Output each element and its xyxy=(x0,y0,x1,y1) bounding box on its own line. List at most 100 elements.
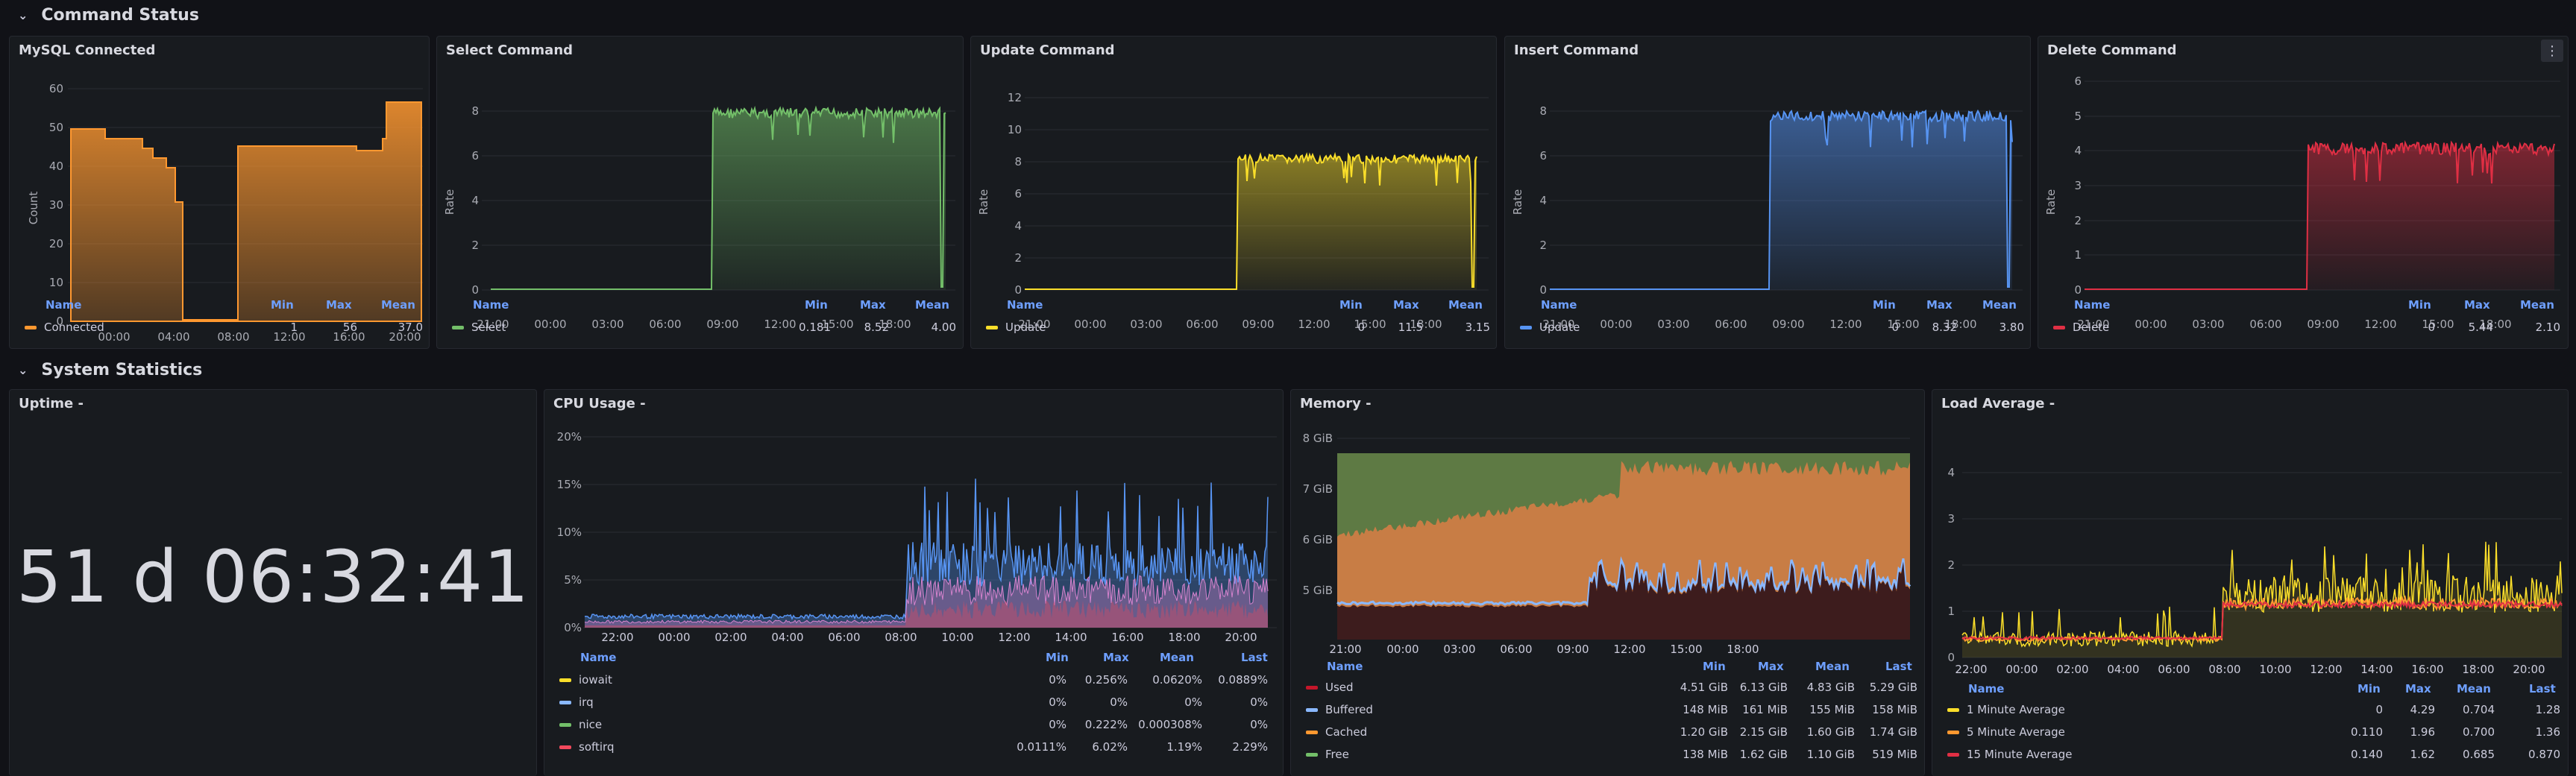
legend-max: 1.62 xyxy=(2410,748,2435,761)
cpu-chart[interactable]: 20% 15% 10% 5% 0% xyxy=(544,390,1284,636)
y-axis-label: Rate xyxy=(2044,189,2058,215)
x-tick: 06:00 xyxy=(649,318,681,331)
update-chart[interactable]: 12 10 8 6 4 2 0 Rate 21:00 00:00 03:00 0… xyxy=(971,37,1498,350)
legend-mean: 0.0620% xyxy=(1152,673,1202,687)
panel-insert-command: Insert Command 8 6 4 2 0 Rate 21:00 00:0… xyxy=(1504,36,2031,349)
legend-name: 5 Minute Average xyxy=(1967,725,2065,739)
y-tick: 6 xyxy=(2074,75,2082,88)
x-tick: 04:00 xyxy=(157,330,189,344)
legend-item[interactable]: Used xyxy=(1306,681,1354,694)
legend-swatch xyxy=(452,326,464,329)
row-header-system-statistics[interactable]: ⌄ System Statistics xyxy=(0,355,202,385)
x-tick: 08:00 xyxy=(217,330,249,344)
legend-header-name: Name xyxy=(1327,660,1363,673)
delete-chart[interactable]: 6 5 4 3 2 1 0 Rate 21:00 00:00 03:00 06:… xyxy=(2038,37,2569,350)
x-tick: 10:00 xyxy=(2259,663,2292,676)
legend-name: Cached xyxy=(1325,725,1368,739)
panel-title[interactable]: Uptime - xyxy=(19,396,84,411)
legend-item[interactable]: softirq xyxy=(559,740,614,754)
legend-header-min: Min xyxy=(2357,682,2381,695)
legend-header-mean: Mean xyxy=(915,298,949,312)
select-area xyxy=(491,107,946,290)
y-tick: 2 xyxy=(471,239,479,252)
legend-item[interactable]: Select xyxy=(452,321,506,334)
legend-item[interactable]: Update xyxy=(1520,321,1580,334)
y-tick: 10% xyxy=(557,526,582,539)
legend-min: 0.0111% xyxy=(1017,740,1066,754)
insert-area xyxy=(1550,110,2012,290)
legend-min: 138 MiB xyxy=(1683,748,1728,761)
legend-mean: 3.15 xyxy=(1465,321,1490,334)
y-axis-label: Rate xyxy=(443,189,456,215)
legend-item[interactable]: 15 Minute Average xyxy=(1947,748,2072,761)
panel-title: MySQL Connected xyxy=(19,42,156,58)
row-header-command-status[interactable]: ⌄ Command Status xyxy=(0,0,199,30)
y-axis-label: Count xyxy=(27,192,40,225)
y-axis-label: Rate xyxy=(1511,189,1524,215)
legend-mean: 1.60 GiB xyxy=(1806,725,1855,739)
y-tick: 6 xyxy=(1014,187,1022,201)
load-1m-area xyxy=(1962,541,2562,657)
x-tick: 22:00 xyxy=(1955,663,1988,676)
load-chart[interactable]: 4 3 2 1 0 xyxy=(1932,390,2569,666)
legend-item[interactable]: Buffered xyxy=(1306,703,1373,716)
x-tick: 20:00 xyxy=(2513,663,2545,676)
panel-menu-icon[interactable]: ⋮ xyxy=(2541,40,2563,62)
legend-header-name: Name xyxy=(1541,298,1577,312)
y-tick: 6 xyxy=(1539,149,1547,163)
x-tick: 16:00 xyxy=(333,330,365,344)
legend-min: 4.51 GiB xyxy=(1680,681,1728,694)
legend-item[interactable]: irq xyxy=(559,695,594,709)
legend-item[interactable]: nice xyxy=(559,718,602,731)
legend-item[interactable]: iowait xyxy=(559,673,612,687)
panel-title[interactable]: Memory - xyxy=(1300,396,1372,411)
legend-item[interactable]: Delete xyxy=(2053,321,2109,334)
legend-swatch xyxy=(559,723,571,727)
insert-chart[interactable]: 8 6 4 2 0 Rate 21:00 00:00 03:00 06:00 0… xyxy=(1505,37,2032,350)
legend-swatch xyxy=(1947,753,1959,757)
memory-buffered-line xyxy=(1336,556,1911,608)
select-chart[interactable]: 8 6 4 2 0 Rate 21:00 00:00 03:00 06:00 0… xyxy=(437,37,964,350)
panel-title[interactable]: Load Average - xyxy=(1941,396,2055,411)
memory-x-axis: 21:00 00:00 03:00 06:00 09:00 12:00 15:0… xyxy=(1291,643,1926,660)
y-tick: 60 xyxy=(49,82,63,95)
legend-last: 519 MiB xyxy=(1872,748,1917,761)
legend-item[interactable]: Cached xyxy=(1306,725,1367,739)
legend-item[interactable]: 1 Minute Average xyxy=(1947,703,2065,716)
cpu-x-axis: 22:00 00:00 02:00 04:00 06:00 08:00 10:0… xyxy=(544,631,1284,653)
legend-max: 6.02% xyxy=(1092,740,1128,754)
legend-mean: 0.704 xyxy=(2463,703,2495,716)
x-tick: 18:00 xyxy=(1410,318,1442,331)
y-tick: 0 xyxy=(56,315,63,328)
panel-title[interactable]: CPU Usage - xyxy=(553,396,646,411)
legend-header-min: Min xyxy=(271,298,294,312)
cpu-user-area xyxy=(585,479,1268,628)
legend-swatch xyxy=(1947,731,1959,734)
legend-item[interactable]: Connected xyxy=(25,321,104,334)
y-tick: 30 xyxy=(49,198,63,212)
legend-swatch xyxy=(1306,708,1318,712)
y-tick: 12 xyxy=(1008,91,1022,104)
x-tick: 03:00 xyxy=(1657,318,1689,331)
legend-header-max: Max xyxy=(326,298,352,312)
x-tick: 00:00 xyxy=(98,330,130,344)
y-tick: 6 xyxy=(471,149,479,163)
legend-mean: 0.700 xyxy=(2463,725,2495,739)
x-tick: 09:00 xyxy=(2307,318,2339,331)
y-axis-label: Rate xyxy=(977,189,990,215)
legend-min: 0% xyxy=(1049,695,1066,709)
x-tick: 22:00 xyxy=(601,631,634,644)
y-tick: 4 xyxy=(471,194,479,207)
legend-item[interactable]: Update xyxy=(986,321,1046,334)
x-tick: 14:00 xyxy=(1055,631,1087,644)
memory-chart[interactable]: 8 GiB 7 GiB 6 GiB 5 GiB xyxy=(1291,390,1926,643)
legend-item[interactable]: Free xyxy=(1306,748,1349,761)
legend-last: 0.0889% xyxy=(1218,673,1268,687)
y-tick: 8 GiB xyxy=(1303,432,1333,445)
legend-max: 56 xyxy=(342,321,357,334)
legend-item[interactable]: 5 Minute Average xyxy=(1947,725,2065,739)
legend-name: softirq xyxy=(579,740,615,754)
legend-header-name: Name xyxy=(45,298,82,312)
mysql-chart[interactable]: 60 50 40 30 20 10 0 Count 00:00 04:00 08… xyxy=(10,37,430,350)
legend-max: 2.15 GiB xyxy=(1739,725,1788,739)
